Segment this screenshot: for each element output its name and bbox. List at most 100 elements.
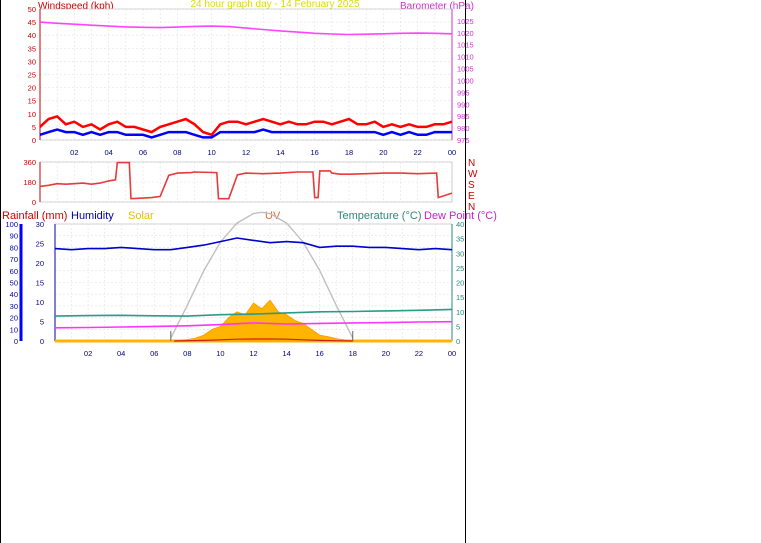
baro-ytick-1015: 1015	[457, 41, 474, 50]
wind-ytick-30: 30	[28, 57, 36, 66]
humidity-ytick-50: 50	[10, 279, 18, 288]
baro-ytick-985: 985	[457, 112, 470, 121]
rain-ytick-0: 0	[40, 337, 44, 346]
humidity-line	[54, 237, 453, 251]
wind-x-tick-10: 10	[207, 148, 215, 157]
baro-ytick-990: 990	[457, 100, 470, 109]
compass-label-4: N	[468, 202, 475, 213]
wind-x-tick-14: 14	[276, 148, 284, 157]
humidity-ytick-70: 70	[10, 255, 18, 264]
dewpoint-line	[54, 320, 453, 329]
temp-ytick-10: 10	[456, 308, 464, 317]
frame-right-border	[465, 0, 466, 543]
barometer-line	[39, 21, 453, 36]
wind-ytick-40: 40	[28, 31, 36, 40]
temp-ytick-30: 30	[456, 249, 464, 258]
wind-x-tick-06: 06	[139, 148, 147, 157]
gust-line	[39, 114, 453, 137]
wind-ytick-50: 50	[28, 5, 36, 14]
weather-x-tick-14: 14	[282, 349, 290, 358]
baro-ytick-975: 975	[457, 136, 470, 145]
wind-x-tick-12: 12	[242, 148, 250, 157]
weather-x-tick-00: 00	[448, 349, 456, 358]
baro-ytick-1020: 1020	[457, 29, 474, 38]
baro-ytick-1005: 1005	[457, 65, 474, 74]
wind-x-tick-08: 08	[173, 148, 181, 157]
uv-line	[174, 338, 353, 342]
legend-rainfall: Rainfall (mm)	[2, 210, 67, 222]
wind-barometer-panel: 0510152025303540455097598098599099510001…	[28, 5, 474, 157]
rain-ytick-25: 25	[36, 240, 44, 249]
wind-ytick-35: 35	[28, 44, 36, 53]
wind-ytick-15: 15	[28, 97, 36, 106]
compass-label-2: S	[468, 180, 475, 191]
weather-x-tick-22: 22	[415, 349, 423, 358]
baro-ytick-980: 980	[457, 124, 470, 133]
weather-panel: 0102030405060708090100051015202530051015…	[5, 211, 464, 358]
wind-ytick-25: 25	[28, 71, 36, 80]
wind-x-tick-16: 16	[310, 148, 318, 157]
weather-x-tick-18: 18	[349, 349, 357, 358]
wind-ytick-45: 45	[28, 18, 36, 27]
baro-ytick-1000: 1000	[457, 76, 474, 85]
wind-ytick-20: 20	[28, 84, 36, 93]
compass-label-3: E	[468, 191, 475, 202]
humidity-ytick-10: 10	[10, 325, 18, 334]
weather-x-tick-04: 04	[117, 349, 125, 358]
rain-ytick-10: 10	[36, 298, 44, 307]
humidity-ytick-100: 100	[5, 220, 18, 229]
rain-ytick-15: 15	[36, 279, 44, 288]
humidity-ytick-20: 20	[10, 314, 18, 323]
solar-area	[174, 299, 353, 342]
wind-x-tick-18: 18	[345, 148, 353, 157]
weather-x-tick-16: 16	[315, 349, 323, 358]
frame-left-border	[0, 0, 1, 543]
humidity-ytick-0: 0	[14, 337, 18, 346]
temp-ytick-40: 40	[456, 220, 464, 229]
baro-ytick-1025: 1025	[457, 17, 474, 26]
humidity-ytick-60: 60	[10, 267, 18, 276]
temp-ytick-20: 20	[456, 279, 464, 288]
wind-ytick-0: 0	[32, 136, 36, 145]
wind-x-tick-22: 22	[413, 148, 421, 157]
legend-solar: Solar	[128, 210, 154, 222]
temp-ytick-35: 35	[456, 235, 464, 244]
temp-ytick-5: 5	[456, 322, 460, 331]
weather-x-tick-06: 06	[150, 349, 158, 358]
legend-temperature: Temperature (°C)	[337, 210, 421, 222]
solar-max-curve	[170, 211, 354, 339]
baro-ytick-995: 995	[457, 88, 470, 97]
temperature-line	[54, 308, 453, 317]
weather-x-tick-08: 08	[183, 349, 191, 358]
dir-ytick-180: 180	[23, 178, 36, 187]
wind-x-tick-02: 02	[70, 148, 78, 157]
chart-title: 24 hour graph day - 14 February 2025	[191, 0, 360, 10]
baro-ytick-1010: 1010	[457, 53, 474, 62]
temp-ytick-15: 15	[456, 293, 464, 302]
temp-ytick-0: 0	[456, 337, 460, 346]
wind-x-tick-20: 20	[379, 148, 387, 157]
direction-line	[39, 161, 453, 200]
wind-ytick-5: 5	[32, 123, 36, 132]
compass-label-0: N	[468, 158, 475, 169]
dir-ytick-360: 360	[23, 158, 36, 167]
wind-ytick-10: 10	[28, 110, 36, 119]
humidity-ytick-40: 40	[10, 290, 18, 299]
weather-x-tick-20: 20	[382, 349, 390, 358]
rain-ytick-20: 20	[36, 259, 44, 268]
weather-x-tick-02: 02	[84, 349, 92, 358]
wind-x-tick-04: 04	[104, 148, 112, 157]
wind-x-tick-00: 00	[448, 148, 456, 157]
temp-ytick-25: 25	[456, 264, 464, 273]
rain-ytick-30: 30	[36, 220, 44, 229]
wind-avg-line	[39, 128, 452, 139]
humidity-ytick-90: 90	[10, 232, 18, 241]
compass-label-1: W	[468, 169, 478, 180]
rain-ytick-5: 5	[40, 318, 44, 327]
windspeed-axis-label: Windspeed (kph)	[38, 1, 114, 12]
weather-x-tick-10: 10	[216, 349, 224, 358]
humidity-ytick-80: 80	[10, 243, 18, 252]
legend-dewpoint: Dew Point (°C)	[424, 210, 497, 222]
